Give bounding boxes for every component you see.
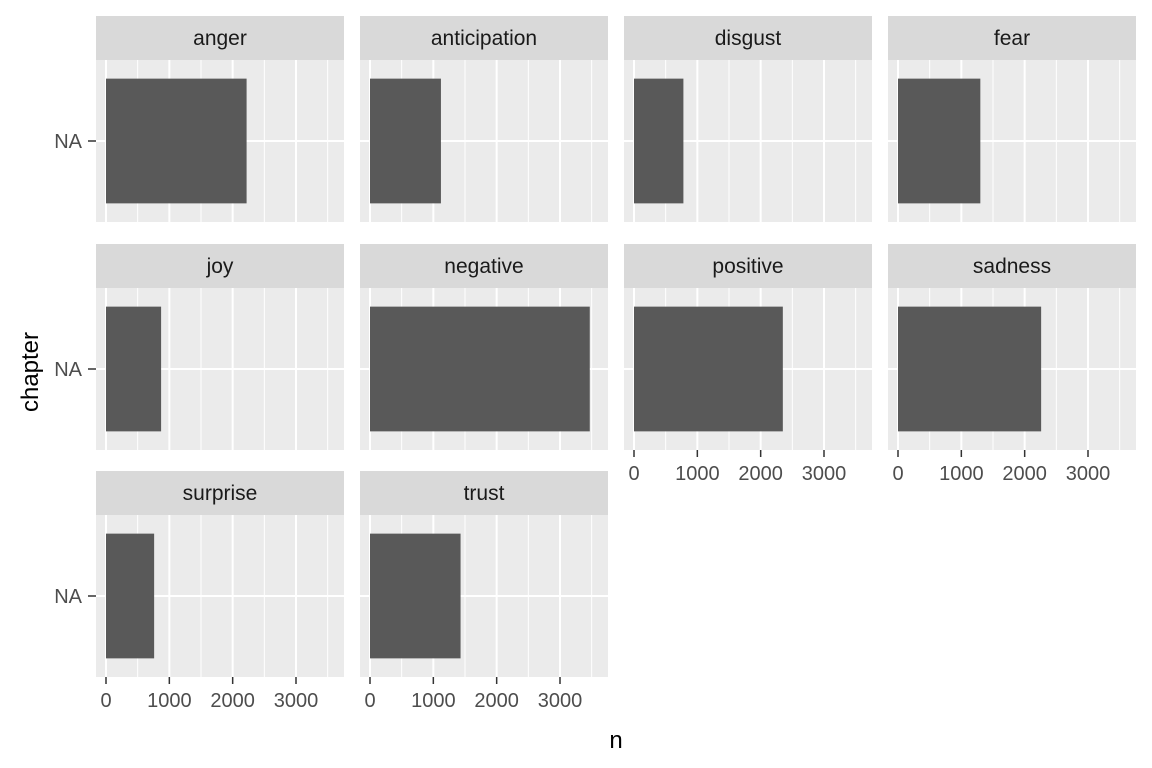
facet-sadness: sadness xyxy=(888,244,1136,450)
facet-strip xyxy=(888,16,1136,60)
x-tick-label: 1000 xyxy=(939,463,984,485)
facet-trust: trust xyxy=(360,471,608,677)
facet-fear: fear xyxy=(888,16,1136,222)
x-tick-label: 0 xyxy=(628,463,639,485)
facet-strip xyxy=(360,244,608,288)
facet-anticipation: anticipation xyxy=(360,16,608,222)
facet-label: fear xyxy=(994,27,1030,50)
x-tick-label: 3000 xyxy=(1066,463,1111,485)
x-tick-label: 3000 xyxy=(538,690,583,712)
facet-panel xyxy=(360,60,608,222)
facet-label: joy xyxy=(206,255,234,278)
bar-trust xyxy=(370,533,461,659)
x-tick-label: 0 xyxy=(892,463,903,485)
x-tick-label: 1000 xyxy=(147,690,192,712)
facet-panel xyxy=(96,288,344,450)
facet-label: anticipation xyxy=(431,27,537,50)
y-tick-label: NA xyxy=(54,131,82,153)
facet-panel xyxy=(888,288,1136,450)
facet-panel xyxy=(96,60,344,222)
facet-panel xyxy=(624,288,872,450)
bar-sadness xyxy=(898,306,1042,432)
facet-label: positive xyxy=(712,255,783,278)
facet-strip xyxy=(360,471,608,515)
x-tick-label: 0 xyxy=(364,690,375,712)
x-tick-label: 2000 xyxy=(738,463,783,485)
facet-positive: positive xyxy=(624,244,872,450)
facet-panel xyxy=(624,60,872,222)
x-tick-label: 0 xyxy=(100,690,111,712)
y-tick-label: NA xyxy=(54,359,82,381)
facet-strip xyxy=(360,16,608,60)
facet-panel xyxy=(360,515,608,677)
y-axis-title: chapter xyxy=(17,332,44,412)
facet-label: sadness xyxy=(973,255,1051,278)
facet-panel xyxy=(96,515,344,677)
bar-anticipation xyxy=(370,78,441,204)
bar-joy xyxy=(106,306,162,432)
facet-strip xyxy=(624,16,872,60)
x-tick-label: 3000 xyxy=(274,690,319,712)
facet-strip xyxy=(96,244,344,288)
y-tick-label: NA xyxy=(54,586,82,608)
x-tick-label: 1000 xyxy=(411,690,456,712)
facet-joy: joy xyxy=(96,244,344,450)
facet-label: anger xyxy=(193,27,247,50)
facet-negative: negative xyxy=(360,244,608,450)
facet-disgust: disgust xyxy=(624,16,872,222)
x-tick-label: 2000 xyxy=(1002,463,1047,485)
bar-surprise xyxy=(106,533,155,659)
facet-strip xyxy=(96,16,344,60)
bar-positive xyxy=(634,306,783,432)
facet-label: disgust xyxy=(715,27,782,50)
facet-label: trust xyxy=(464,482,505,505)
bar-anger xyxy=(106,78,247,204)
facet-strip xyxy=(624,244,872,288)
bar-negative xyxy=(370,306,590,432)
x-tick-label: 3000 xyxy=(802,463,847,485)
x-tick-label: 2000 xyxy=(210,690,255,712)
facet-strip xyxy=(888,244,1136,288)
x-tick-label: 1000 xyxy=(675,463,720,485)
facet-surprise: surprise xyxy=(96,471,344,677)
facet-panels: anger NA anticipation disgust fear joy NA negat… xyxy=(54,16,1136,712)
bar-fear xyxy=(898,78,981,204)
facet-strip xyxy=(96,471,344,515)
bar-disgust xyxy=(634,78,684,204)
x-tick-label: 2000 xyxy=(474,690,519,712)
facet-label: negative xyxy=(444,255,523,278)
x-axis-title: n xyxy=(609,727,622,754)
facet-panel xyxy=(888,60,1136,222)
facet-label: surprise xyxy=(183,482,258,505)
facet-panel xyxy=(360,288,608,450)
facet-anger: anger xyxy=(96,16,344,222)
